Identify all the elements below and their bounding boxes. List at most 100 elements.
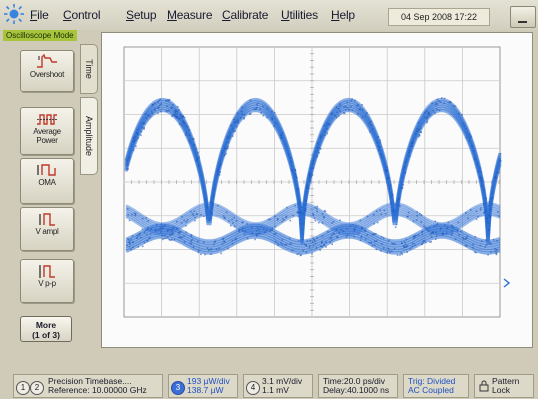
pattern-lock-cell[interactable]: Pattern Lock (474, 374, 534, 398)
menu-help[interactable]: Help (331, 8, 355, 22)
eye-noise-dot (234, 121, 237, 123)
eye-noise-dot (276, 218, 279, 220)
eye-noise-dot (246, 223, 248, 225)
trigger-cell[interactable]: Trig: Divided AC Coupled (403, 374, 469, 398)
minimize-button[interactable] (510, 6, 536, 28)
eye-noise-dot (180, 237, 183, 239)
eye-noise-dot (458, 112, 460, 115)
eye-noise-dot (132, 246, 134, 249)
eye-noise-dot (238, 229, 241, 231)
channel-3-badge[interactable]: 3 (171, 381, 185, 395)
menu-utilities[interactable]: Utilities (281, 8, 318, 22)
eye-noise-dot (171, 230, 173, 232)
eye-noise-dot (214, 240, 217, 243)
eye-noise-dot (465, 245, 468, 247)
eye-noise-dot (280, 136, 282, 139)
eye-noise-dot (434, 103, 437, 106)
eye-noise-dot (241, 106, 243, 109)
eye-noise-dot (316, 205, 319, 208)
eye-noise-dot (385, 170, 388, 173)
eye-noise-dot (423, 225, 425, 227)
eye-noise-dot (177, 106, 179, 108)
eye-noise-dot (485, 197, 487, 200)
eye-noise-dot (498, 215, 500, 217)
eye-noise-dot (391, 242, 393, 245)
overshoot-button[interactable]: Overshoot (20, 50, 74, 92)
sun-logo-icon[interactable] (3, 3, 25, 25)
menu-control[interactable]: Control (63, 8, 101, 22)
eye-noise-dot (468, 140, 471, 142)
eye-noise-dot (379, 139, 381, 142)
eye-noise-dot (391, 250, 393, 253)
vampl-button[interactable]: V ampl (20, 207, 74, 251)
eye-noise-dot (310, 167, 313, 169)
eye-noise-dot (323, 124, 325, 127)
eye-noise-dot (232, 130, 235, 132)
eye-noise-dot (311, 167, 314, 169)
eye-noise-dot (305, 203, 307, 206)
eye-noise-dot (388, 249, 390, 251)
eye-noise-dot (203, 241, 205, 244)
eye-noise-dot (403, 166, 406, 168)
eye-noise-dot (279, 134, 282, 137)
channel-1-badge[interactable]: 1 (16, 381, 30, 395)
eye-noise-dot (479, 167, 481, 169)
eye-noise-dot (321, 241, 323, 243)
eye-noise-dot (174, 109, 176, 112)
eye-noise-dot (243, 233, 246, 236)
eye-noise-dot (274, 225, 276, 228)
eye-noise-dot (159, 98, 161, 101)
eye-noise-dot (406, 244, 409, 247)
eye-noise-dot (361, 116, 364, 119)
channel-4-cell[interactable]: 4 3.1 mV/div 1.1 mV (243, 374, 313, 398)
channel-4-badge[interactable]: 4 (246, 381, 260, 395)
tab-amplitude[interactable]: Amplitude (80, 97, 98, 175)
menu-measure[interactable]: Measure (167, 8, 213, 22)
menu-calibrate[interactable]: Calibrate (222, 8, 269, 22)
eye-noise-dot (130, 238, 132, 241)
eye-noise-dot (191, 238, 194, 241)
eye-noise-dot (299, 212, 302, 214)
channel-4-offset: 1.1 mV (262, 385, 289, 395)
eye-noise-dot (411, 245, 414, 248)
eye-noise-dot (492, 197, 494, 199)
eye-noise-dot (399, 254, 401, 256)
eye-noise-dot (171, 238, 173, 241)
eye-noise-dot (198, 156, 200, 159)
timebase-cell[interactable]: 1 2 Precision Timebase.... Reference: 10… (13, 374, 163, 398)
oma-button[interactable]: OMA (20, 158, 74, 204)
eye-noise-dot (241, 229, 244, 232)
eye-noise-dot (151, 110, 153, 113)
eye-noise-dot (337, 115, 340, 117)
eye-noise-dot (280, 134, 283, 136)
eye-noise-dot (433, 225, 435, 227)
eye-noise-dot (421, 230, 424, 233)
eye-noise-dot (133, 212, 136, 215)
channel-2-badge[interactable]: 2 (30, 381, 44, 395)
eye-noise-dot (353, 235, 356, 238)
channel-3-cell[interactable]: 3 193 µW/div 138.7 µW (168, 374, 238, 398)
vpp-button[interactable]: V p-p (20, 259, 74, 303)
eye-noise-dot (273, 125, 275, 128)
eye-noise-dot (303, 243, 306, 245)
eye-noise-dot (176, 113, 178, 116)
menu-file[interactable]: File (30, 8, 49, 22)
average-power-icon (37, 114, 57, 125)
tab-time[interactable]: Time (80, 44, 98, 94)
average-power-button[interactable]: Average Power (20, 107, 74, 155)
menu-setup[interactable]: Setup (126, 8, 157, 22)
more-button[interactable]: More (1 of 3) (20, 316, 72, 342)
scope-display[interactable] (101, 32, 533, 348)
eye-noise-dot (224, 154, 226, 156)
eye-noise-dot (422, 240, 425, 242)
eye-noise-dot (413, 235, 416, 237)
eye-noise-dot (138, 233, 141, 235)
eye-noise-dot (328, 123, 331, 126)
eye-noise-dot (192, 246, 195, 248)
eye-noise-dot (376, 141, 378, 144)
eye-noise-dot (312, 244, 315, 247)
eye-noise-dot (350, 100, 353, 102)
time-cell[interactable]: Time:20.0 ps/div Delay:40.1000 ns (318, 374, 398, 398)
eye-trace (125, 225, 501, 246)
eye-noise-dot (154, 229, 157, 232)
